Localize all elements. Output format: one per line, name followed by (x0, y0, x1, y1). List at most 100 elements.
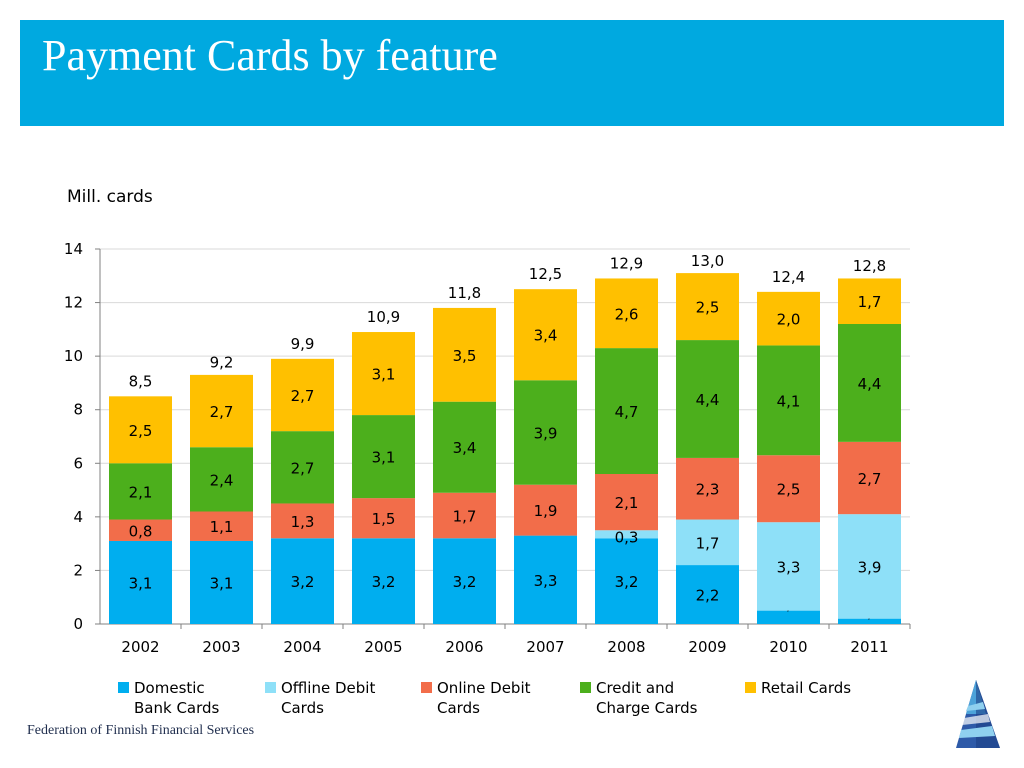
bar-segment (352, 538, 415, 624)
legend-swatch (580, 682, 591, 693)
legend-swatch (421, 682, 432, 693)
legend-swatch (745, 682, 756, 693)
data-label: 2,6 (615, 305, 639, 323)
legend-swatch (118, 682, 129, 693)
legend-item: Online Debit Cards (421, 678, 531, 718)
data-label: 4,7 (615, 403, 639, 421)
data-label: 3,9 (534, 424, 558, 442)
legend-swatch (265, 682, 276, 693)
data-label: 0,3 (615, 528, 639, 546)
data-label: 4,4 (858, 375, 882, 393)
bar-segment (190, 540, 253, 624)
y-tick-label: 8 (73, 401, 83, 419)
total-label: 13,0 (691, 252, 724, 270)
pyramid-logo-icon (956, 680, 1000, 748)
legend-item: Retail Cards (745, 678, 851, 698)
bar-segment (838, 618, 901, 624)
data-label: 3,4 (534, 327, 558, 345)
bar-segment (514, 535, 577, 624)
data-label: 3,2 (291, 573, 315, 591)
data-label: 3,3 (777, 558, 801, 576)
bar-segment (757, 291, 820, 346)
data-label: 2,1 (615, 494, 639, 512)
bar-segment (838, 278, 901, 324)
data-label: 2,7 (858, 470, 882, 488)
data-label: 1,7 (858, 293, 882, 311)
data-label: 3,5 (453, 347, 477, 365)
bar-segment (757, 610, 820, 624)
x-tick-label: 2006 (445, 638, 483, 656)
data-label: 2,0 (777, 311, 801, 329)
data-label: 2,5 (777, 481, 801, 499)
total-label: 12,8 (853, 257, 886, 275)
data-label: 4,1 (777, 392, 801, 410)
bar-segment (271, 358, 334, 432)
bar-segment (676, 565, 739, 624)
legend-label: Credit and Charge Cards (596, 679, 698, 717)
x-tick-label: 2010 (769, 638, 807, 656)
legend-label: Offline Debit Cards (281, 679, 376, 717)
x-tick-label: 2002 (121, 638, 159, 656)
x-tick-label: 2005 (364, 638, 402, 656)
bar-segment (271, 503, 334, 539)
data-label: 2,7 (291, 387, 315, 405)
total-label: 12,9 (610, 254, 643, 272)
bar-segment (433, 401, 496, 493)
data-label: 3,1 (372, 449, 396, 467)
bar-segment (676, 519, 739, 566)
total-label: 9,9 (291, 335, 315, 353)
total-label: 12,5 (529, 265, 562, 283)
y-tick-label: 12 (64, 294, 83, 312)
bar-segment (514, 289, 577, 381)
bar-segment (352, 498, 415, 539)
bar-segment (838, 441, 901, 515)
y-tick-label: 0 (73, 615, 83, 633)
x-tick-label: 2003 (202, 638, 240, 656)
bar-segment (757, 522, 820, 611)
bar-segment (190, 511, 253, 541)
data-label: 3,4 (453, 439, 477, 457)
bar-segment (676, 457, 739, 520)
y-tick-label: 2 (73, 561, 83, 579)
y-tick-label: 6 (73, 454, 83, 472)
data-label: 3,1 (372, 366, 396, 384)
data-label: 3,2 (372, 573, 396, 591)
data-label: 2,2 (696, 587, 720, 605)
data-label: 3,3 (534, 572, 558, 590)
legend-item: Domestic Bank Cards (118, 678, 219, 718)
legend-item: Credit and Charge Cards (580, 678, 698, 718)
bar-segment (595, 538, 658, 624)
x-tick-label: 2008 (607, 638, 645, 656)
data-label: 3,1 (129, 574, 153, 592)
legend-item: Offline Debit Cards (265, 678, 375, 718)
data-label: 3,1 (210, 574, 234, 592)
bar-segment (109, 396, 172, 464)
total-label: 9,2 (210, 354, 234, 372)
data-label: 2,5 (129, 422, 153, 440)
bar-segment (595, 474, 658, 531)
bar-segment (271, 431, 334, 504)
bar-segment (838, 514, 901, 619)
data-label: 3,9 (858, 558, 882, 576)
title-banner (20, 20, 1004, 126)
bar-segment (190, 447, 253, 512)
bar-segment (109, 463, 172, 520)
legend-label: Domestic Bank Cards (134, 679, 220, 717)
bar-segment (514, 484, 577, 536)
y-tick-label: 10 (64, 347, 83, 365)
footer-text: Federation of Finnish Financial Services (27, 723, 255, 738)
x-tick-label: 2009 (688, 638, 726, 656)
bar-segment (595, 530, 658, 539)
bar-segment (514, 380, 577, 485)
bar-segment (109, 540, 172, 624)
bar-segment (676, 273, 739, 341)
bar-segment (595, 278, 658, 349)
data-label: 1,7 (696, 534, 720, 552)
bar-segment (433, 307, 496, 402)
bar-segment (595, 348, 658, 474)
data-label: 1,3 (291, 513, 315, 531)
bar-segment (838, 324, 901, 442)
bar-segment (757, 455, 820, 523)
x-tick-label: 2004 (283, 638, 321, 656)
